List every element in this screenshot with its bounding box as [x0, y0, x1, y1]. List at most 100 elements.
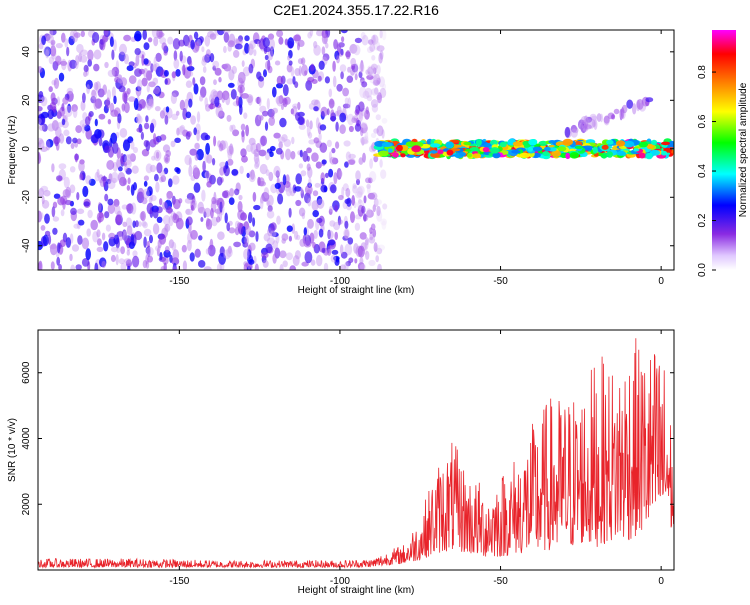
heatmap-cell — [115, 254, 119, 266]
heatmap-cell — [142, 221, 148, 229]
heatmap-cell — [188, 165, 193, 177]
heatmap-region — [38, 30, 388, 270]
heatmap-cell — [68, 35, 75, 46]
heatmap-cell — [193, 182, 201, 193]
heatmap-cell — [265, 243, 273, 254]
heatmap-cell — [81, 258, 90, 267]
heatmap-cell — [371, 103, 379, 113]
heatmap-cell — [321, 33, 328, 45]
heatmap-cell — [342, 235, 349, 241]
heatmap-cell — [365, 250, 370, 260]
heatmap-cell — [361, 205, 366, 214]
heatmap-cell — [363, 135, 369, 144]
heatmap-cell — [250, 169, 255, 180]
heatmap-cell — [101, 232, 106, 241]
heatmap-cell — [124, 102, 130, 114]
heatmap-cell — [279, 117, 287, 128]
heatmap-cell — [70, 142, 75, 149]
heatmap-cell — [259, 163, 268, 175]
heatmap-cell — [88, 111, 94, 117]
heatmap-cell — [41, 123, 48, 132]
heatmap-cell — [237, 201, 243, 213]
heatmap-cell — [136, 127, 143, 133]
heatmap-cell — [338, 219, 343, 225]
heatmap-cell — [98, 113, 106, 120]
heatmap-cell — [475, 138, 482, 146]
heatmap-cell — [38, 187, 45, 198]
colorbar-tick-label: 0.6 — [697, 114, 708, 128]
heatmap-cell — [119, 43, 127, 56]
heatmap-cell — [168, 215, 174, 227]
heatmap-cell — [449, 148, 461, 152]
heatmap-cell — [263, 233, 271, 242]
heatmap-cell — [155, 181, 160, 193]
heatmap-cell — [150, 195, 157, 202]
heatmap-cell — [177, 126, 185, 135]
heatmap-cell — [65, 237, 71, 248]
heatmap-cell — [38, 66, 43, 73]
heatmap-cell — [85, 248, 91, 261]
heatmap-cell — [60, 195, 68, 205]
heatmap-cell — [601, 144, 609, 150]
heatmap-cell — [367, 39, 374, 45]
heatmap-cell — [221, 190, 229, 199]
heatmap-cell — [120, 262, 127, 270]
heatmap-cell — [63, 129, 70, 137]
heatmap-cell — [237, 222, 243, 230]
heatmap-cell — [345, 50, 351, 60]
heatmap-cell — [175, 69, 181, 77]
heatmap-cell — [606, 139, 614, 145]
heatmap-cell — [339, 64, 347, 73]
x-tick-label: -50 — [493, 276, 508, 287]
heatmap-cell — [163, 167, 169, 175]
heatmap-cell — [79, 173, 84, 181]
heatmap-cell — [61, 118, 66, 126]
heatmap-cell — [297, 101, 301, 111]
heatmap-cell — [40, 111, 49, 119]
heatmap-cell — [43, 189, 51, 197]
heatmap-cell — [218, 111, 225, 117]
heatmap-cell — [146, 102, 150, 109]
heatmap-cell — [243, 248, 250, 260]
heatmap-cell — [247, 43, 254, 56]
heatmap-cell — [40, 212, 44, 219]
heatmap-cell — [354, 109, 360, 116]
heatmap-cell — [429, 150, 438, 154]
heatmap-cell — [294, 250, 301, 260]
heatmap-x-axis-label: Height of straight line (km) — [298, 285, 415, 296]
heatmap-cell — [192, 167, 200, 180]
heatmap-cell — [316, 198, 325, 209]
heatmap-cell — [279, 264, 284, 270]
heatmap-cell — [377, 92, 382, 104]
heatmap-cell — [206, 170, 210, 179]
heatmap-cell — [316, 195, 323, 206]
heatmap-cell — [295, 199, 302, 207]
heatmap-cell — [166, 193, 172, 201]
heatmap-cell — [58, 264, 62, 270]
heatmap-cell — [93, 49, 102, 60]
colorbar-tick-label: 0.2 — [697, 213, 708, 227]
heatmap-cell — [286, 225, 293, 232]
heatmap-cell — [81, 237, 90, 250]
heatmap-cell — [94, 171, 100, 182]
heatmap-cell — [269, 145, 276, 152]
heatmap-cell — [376, 45, 385, 52]
heatmap-cell — [193, 31, 199, 40]
heatmap-cell — [50, 261, 55, 270]
heatmap-cell — [254, 157, 260, 168]
heatmap-cell — [136, 115, 143, 125]
heatmap-cell — [142, 30, 147, 40]
heatmap-cell — [156, 216, 163, 223]
heatmap-cell — [318, 228, 324, 238]
heatmap-cell — [373, 198, 379, 207]
heatmap-cell — [377, 244, 385, 251]
heatmap-cell — [564, 126, 571, 138]
heatmap-cell — [107, 198, 114, 206]
heatmap-cell — [162, 214, 171, 226]
colorbar-tick-label: 0.0 — [697, 263, 708, 277]
heatmap-cell — [38, 106, 43, 112]
heatmap-cell — [135, 86, 142, 92]
heatmap-cell — [271, 112, 275, 119]
heatmap-cell — [278, 36, 284, 45]
heatmap-cell — [235, 95, 240, 106]
